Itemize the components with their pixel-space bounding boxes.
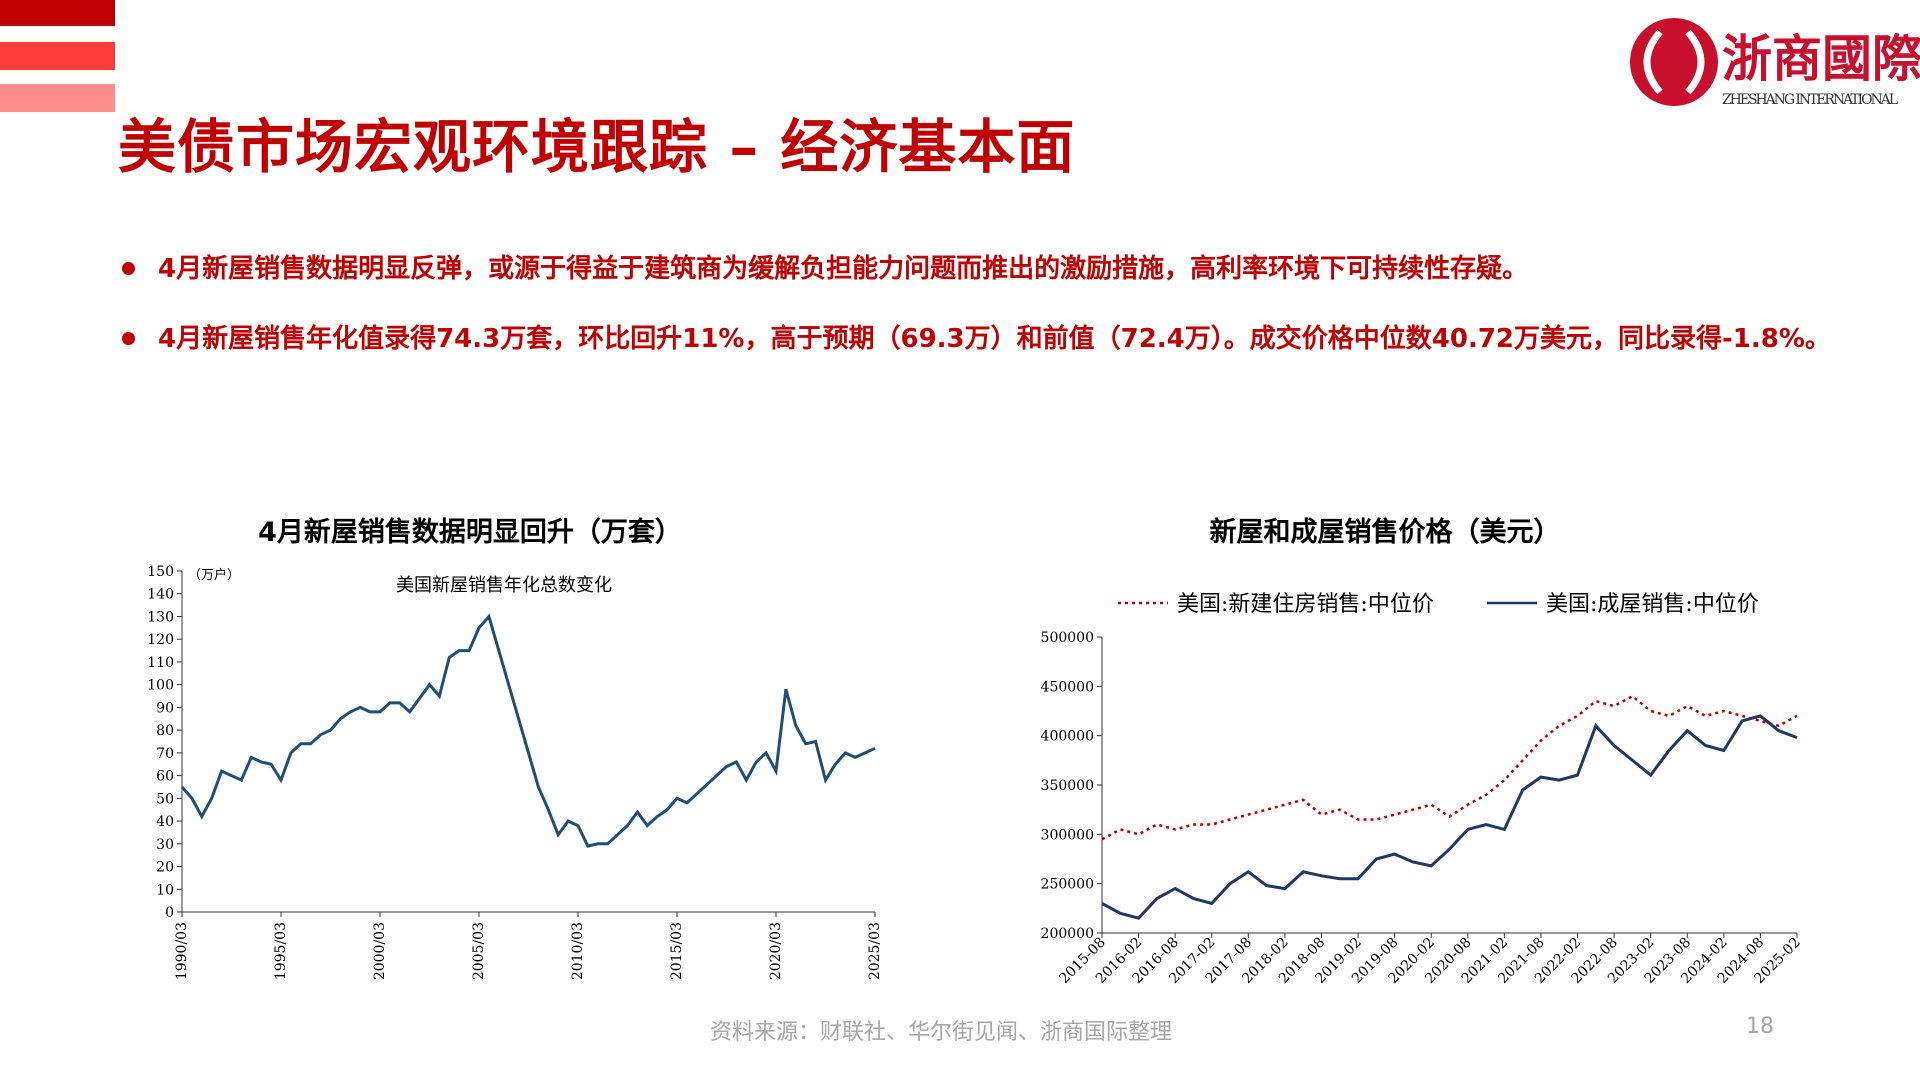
x-tick-label: 2010/03 (570, 922, 586, 980)
chart-title: 新屋和成屋销售价格（美元） (1210, 516, 1561, 548)
source: 资料来源：财联社、华尔街见闻、浙商国际整理 (710, 1020, 1173, 1045)
x-tick-label: 1990/03 (174, 922, 190, 980)
y-tick-label: 50 (156, 791, 174, 807)
bar-deco (0, 84, 115, 112)
chart-title: 4月新屋销售数据明显回升（万套） (258, 516, 682, 548)
y-tick-label: 450000 (1041, 679, 1094, 695)
logo-subtext: ZHESHANG INTERNATIONAL (1722, 92, 1898, 108)
x-tick-label: 2000/03 (372, 922, 388, 980)
y-tick-label: 150 (147, 564, 174, 580)
x-tick-label: 2015/03 (669, 922, 685, 980)
y-tick-label: 350000 (1041, 778, 1094, 794)
bar-deco (0, 42, 115, 70)
y-tick-label: 120 (147, 632, 174, 648)
y-tick-label: 70 (156, 746, 174, 762)
y-tick-label: 100 (147, 678, 174, 694)
y-tick-label: 140 (147, 587, 174, 603)
unit-label: （万户） (188, 567, 240, 583)
bar-deco (0, 0, 115, 26)
x-tick-label: 2025/03 (867, 922, 883, 980)
y-tick-label: 250000 (1041, 877, 1094, 893)
y-tick-label: 30 (156, 837, 174, 853)
y-tick-label: 130 (147, 609, 174, 625)
y-tick-label: 0 (165, 905, 174, 921)
y-tick-label: 10 (156, 882, 174, 898)
legend-label: 美国:成屋销售:中位价 (1546, 592, 1759, 617)
y-tick-label: 90 (156, 700, 174, 716)
bullet: 4月新屋销售数据明显反弹，或源于得益于建筑商为缓解负担能力问题而推出的激励措施，… (120, 242, 1840, 296)
y-tick-label: 80 (156, 723, 174, 739)
y-tick-label: 400000 (1041, 729, 1094, 745)
legend-label: 美国:新建住房销售:中位价 (1177, 592, 1434, 617)
page-number: 18 (1746, 1014, 1774, 1039)
x-tick-label: 2005/03 (471, 922, 487, 980)
data-line (1101, 714, 1798, 920)
annotation: 美国新屋销售年化总数变化 (396, 575, 612, 596)
y-tick-label: 300000 (1041, 827, 1094, 843)
logo-text: 浙商國際 (1722, 29, 1920, 88)
y-tick-label: 500000 (1041, 630, 1094, 646)
data-line (180, 613, 876, 848)
x-tick-label: 1995/03 (273, 922, 289, 980)
y-tick-label: 40 (156, 814, 174, 830)
bullet: 4月新屋销售年化值录得74.3万套，环比回升11%，高于预期（69.3万）和前值… (120, 312, 1840, 366)
y-tick-label: 200000 (1041, 926, 1094, 942)
y-tick-label: 110 (147, 655, 174, 671)
data-line (1101, 694, 1798, 841)
y-tick-label: 60 (156, 769, 174, 785)
page-title: 美债市场宏观环境跟踪 – 经济基本面 (118, 113, 1076, 181)
logo-mark (1643, 29, 1705, 95)
y-tick-label: 20 (156, 860, 174, 876)
x-tick-label: 2020/03 (768, 922, 784, 980)
